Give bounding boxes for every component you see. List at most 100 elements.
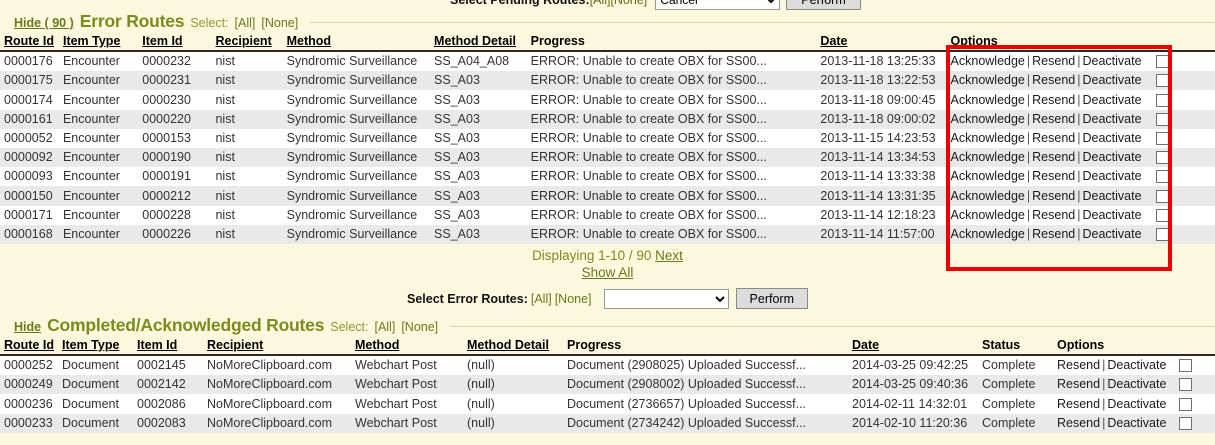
row-select-checkbox[interactable] bbox=[1179, 416, 1192, 430]
table-row[interactable]: 0000161 Encounter 0000220 nist Syndromic Sur… bbox=[0, 109, 1215, 129]
col-header-recipient[interactable]: Recipient bbox=[211, 33, 283, 52]
option-link-resend[interactable]: Resend bbox=[1032, 111, 1076, 126]
option-link-deactivate[interactable]: Deactivate bbox=[1107, 358, 1167, 373]
option-link-acknowledge[interactable]: Acknowledge bbox=[950, 54, 1025, 69]
table-row[interactable]: 0000171 Encounter 0000228 nist Syndromic Sur… bbox=[0, 205, 1215, 225]
table-row[interactable]: 0000093 Encounter 0000191 nist Syndromic Sur… bbox=[0, 167, 1215, 187]
option-link-acknowledge[interactable]: Acknowledge bbox=[950, 188, 1025, 203]
option-link-deactivate[interactable]: Deactivate bbox=[1082, 54, 1142, 69]
row-select-checkbox[interactable] bbox=[1155, 228, 1169, 242]
table-row[interactable]: 0000174 Encounter 0000230 nist Syndromic Sur… bbox=[0, 90, 1215, 110]
option-link-acknowledge[interactable]: Acknowledge bbox=[950, 73, 1025, 88]
option-link-deactivate[interactable]: Deactivate bbox=[1107, 396, 1167, 411]
table-row[interactable]: 0000249 Document 0002142 NoMoreClipboard.co… bbox=[0, 375, 1215, 395]
option-link-resend[interactable]: Resend bbox=[1032, 54, 1076, 69]
option-link-acknowledge[interactable]: Acknowledge bbox=[950, 150, 1025, 165]
option-link-resend[interactable]: Resend bbox=[1032, 226, 1076, 241]
option-link-acknowledge[interactable]: Acknowledge bbox=[950, 169, 1025, 184]
error-action-select[interactable] bbox=[603, 288, 729, 309]
table-row[interactable]: 0000252 Document 0002145 NoMoreClipboard.co… bbox=[0, 355, 1215, 376]
table-row[interactable]: 0000092 Encounter 0000190 nist Syndromic Sur… bbox=[0, 148, 1215, 168]
option-link-acknowledge[interactable]: Acknowledge bbox=[950, 130, 1025, 145]
error-bar-select-all-link[interactable]: [All] bbox=[530, 291, 552, 306]
cell-item-id: 0000191 bbox=[138, 167, 212, 187]
table-row[interactable]: 0000233 Document 0002083 NoMoreClipboard.co… bbox=[0, 413, 1215, 433]
option-link-deactivate[interactable]: Deactivate bbox=[1082, 188, 1142, 203]
error-select-none-link[interactable]: [None] bbox=[261, 16, 299, 30]
error-perform-button[interactable]: Perform bbox=[735, 288, 808, 310]
col-header-method-detail[interactable]: Method Detail bbox=[430, 33, 527, 52]
cell-date: 2013-11-14 12:18:23 bbox=[816, 205, 947, 225]
completed-select-all-link[interactable]: [All] bbox=[374, 320, 396, 335]
col-header-route-id[interactable]: Route Id bbox=[0, 33, 59, 52]
table-row[interactable]: 0000176 Encounter 0000232 nist Syndromic Sur… bbox=[0, 51, 1215, 72]
col-header-method[interactable]: Method bbox=[351, 337, 463, 357]
option-link-deactivate[interactable]: Deactivate bbox=[1082, 226, 1142, 241]
col-header-item-type[interactable]: Item Type bbox=[58, 33, 139, 52]
option-link-resend[interactable]: Resend bbox=[1057, 396, 1101, 411]
completed-select-none-link[interactable]: [None] bbox=[401, 320, 439, 335]
pending-perform-button[interactable]: Perform bbox=[786, 0, 861, 10]
option-link-resend[interactable]: Resend bbox=[1032, 130, 1076, 145]
row-select-checkbox[interactable] bbox=[1155, 170, 1169, 184]
row-select-checkbox[interactable] bbox=[1155, 189, 1169, 203]
option-link-resend[interactable]: Resend bbox=[1032, 188, 1076, 203]
table-row[interactable]: 0000175 Encounter 0000231 nist Syndromic Sur… bbox=[0, 71, 1215, 91]
error-select-all-link[interactable]: [All] bbox=[234, 16, 256, 30]
row-options-cell: Resend | Deactivate bbox=[1053, 413, 1175, 433]
option-link-deactivate[interactable]: Deactivate bbox=[1082, 150, 1142, 165]
error-bar-select-none-link[interactable]: [None] bbox=[554, 291, 592, 306]
col-header-method[interactable]: Method bbox=[282, 33, 431, 52]
option-link-acknowledge[interactable]: Acknowledge bbox=[950, 207, 1025, 222]
option-link-deactivate[interactable]: Deactivate bbox=[1107, 377, 1167, 392]
completed-routes-hide-link[interactable]: Hide bbox=[14, 320, 42, 335]
pending-select-all-link[interactable]: [All] bbox=[589, 0, 611, 7]
option-link-resend[interactable]: Resend bbox=[1057, 377, 1101, 392]
option-link-resend[interactable]: Resend bbox=[1032, 169, 1076, 184]
row-select-checkbox[interactable] bbox=[1155, 112, 1169, 126]
row-select-checkbox[interactable] bbox=[1155, 132, 1169, 146]
row-select-checkbox[interactable] bbox=[1155, 93, 1169, 107]
col-header-item-id[interactable]: Item Id bbox=[133, 337, 203, 357]
table-row[interactable]: 0000168 Encounter 0000226 nist Syndromic Sur… bbox=[0, 224, 1215, 245]
option-link-deactivate[interactable]: Deactivate bbox=[1082, 169, 1142, 184]
option-link-acknowledge[interactable]: Acknowledge bbox=[950, 226, 1025, 241]
col-header-method-detail[interactable]: Method Detail bbox=[463, 337, 563, 357]
col-header-route-id[interactable]: Route Id bbox=[0, 337, 58, 357]
col-header-recipient[interactable]: Recipient bbox=[203, 337, 351, 357]
paging-show-all-link[interactable]: Show All bbox=[581, 265, 634, 281]
table-row[interactable]: 0000150 Encounter 0000212 nist Syndromic Sur… bbox=[0, 186, 1215, 206]
option-link-resend[interactable]: Resend bbox=[1032, 73, 1076, 88]
row-select-checkbox[interactable] bbox=[1179, 397, 1192, 411]
row-select-checkbox[interactable] bbox=[1179, 378, 1192, 392]
option-link-deactivate[interactable]: Deactivate bbox=[1082, 73, 1142, 88]
table-row[interactable]: 0000052 Encounter 0000153 nist Syndromic Sur… bbox=[0, 128, 1215, 149]
option-link-deactivate[interactable]: Deactivate bbox=[1082, 207, 1142, 222]
cell-date: 2014-02-11 14:32:01 bbox=[848, 394, 978, 414]
option-link-resend[interactable]: Resend bbox=[1032, 150, 1076, 165]
row-select-checkbox[interactable] bbox=[1155, 55, 1169, 69]
option-link-deactivate[interactable]: Deactivate bbox=[1082, 111, 1142, 126]
option-link-deactivate[interactable]: Deactivate bbox=[1082, 130, 1142, 145]
col-header-item-type[interactable]: Item Type bbox=[58, 337, 133, 357]
row-select-checkbox[interactable] bbox=[1155, 74, 1169, 88]
row-select-checkbox[interactable] bbox=[1155, 208, 1169, 222]
option-link-resend[interactable]: Resend bbox=[1032, 92, 1076, 107]
paging-next-link[interactable]: Next bbox=[655, 248, 683, 264]
option-link-resend[interactable]: Resend bbox=[1057, 358, 1101, 373]
option-link-acknowledge[interactable]: Acknowledge bbox=[950, 92, 1025, 107]
pending-action-select[interactable]: Cancel bbox=[655, 0, 781, 10]
row-select-checkbox[interactable] bbox=[1179, 359, 1192, 373]
option-link-acknowledge[interactable]: Acknowledge bbox=[950, 111, 1025, 126]
table-row[interactable]: 0000236 Document 0002086 NoMoreClipboard.co… bbox=[0, 394, 1215, 414]
option-link-deactivate[interactable]: Deactivate bbox=[1082, 92, 1142, 107]
col-header-date[interactable]: Date bbox=[848, 337, 978, 357]
option-link-deactivate[interactable]: Deactivate bbox=[1107, 415, 1167, 430]
row-select-checkbox[interactable] bbox=[1155, 151, 1169, 165]
option-link-resend[interactable]: Resend bbox=[1032, 207, 1076, 222]
option-link-resend[interactable]: Resend bbox=[1057, 415, 1101, 430]
col-header-item-id[interactable]: Item Id bbox=[138, 33, 212, 52]
error-routes-hide-link[interactable]: Hide ( 90 ) bbox=[14, 16, 74, 30]
pending-select-none-link[interactable]: [None] bbox=[610, 0, 648, 7]
col-header-date[interactable]: Date bbox=[816, 33, 947, 52]
